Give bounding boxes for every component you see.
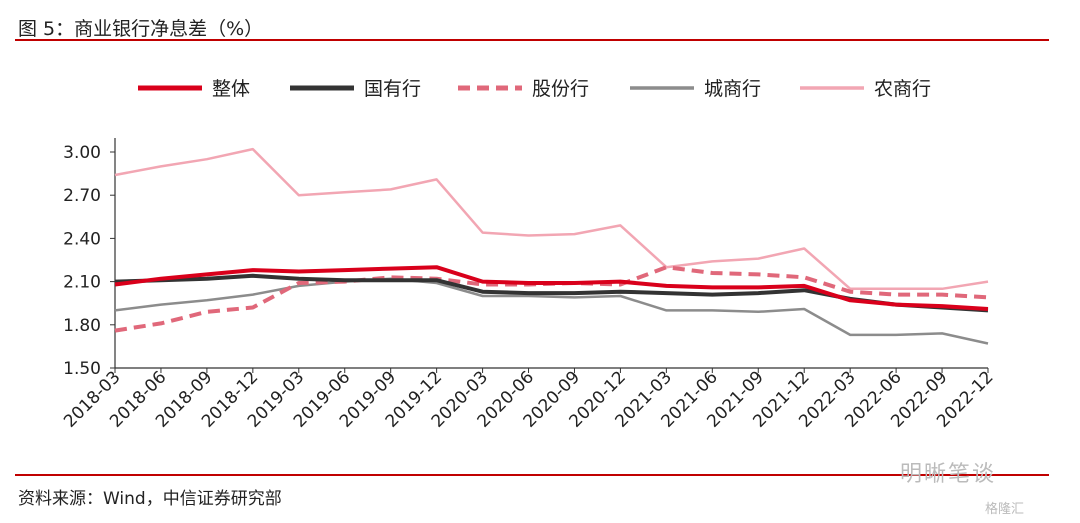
y-tick-label: 1.80: [63, 316, 101, 336]
y-tick-label: 2.10: [63, 273, 101, 293]
legend-label-2: 国有行: [364, 78, 421, 100]
y-tick-label: 2.40: [63, 229, 101, 249]
legend-label-4: 城商行: [704, 78, 761, 100]
source-note: 资料来源：Wind，中信证券研究部: [18, 489, 282, 509]
legend-label-1: 整体: [212, 78, 250, 100]
legend-label-5: 农商行: [874, 78, 931, 100]
chart-title: 图 5：商业银行净息差（%）: [18, 18, 264, 40]
series-line-1: [114, 265, 989, 311]
series-line-5: [114, 147, 989, 291]
series-line-2: [114, 273, 989, 313]
legend-label-3: 股份行: [532, 78, 589, 100]
watermark-logo: 明晰笔谈: [900, 462, 997, 487]
title-divider: [15, 39, 1049, 41]
y-tick-label: 3.00: [63, 143, 101, 163]
series-line-4: [114, 277, 989, 345]
y-tick-label: 1.50: [63, 359, 101, 379]
watermark-sub: 格隆汇: [985, 502, 1025, 517]
legend: 整体 国有行 股份行 城商行 农商行: [138, 78, 931, 100]
chart: 整体 国有行 股份行 城商行 农商行 3.002.702.402.101.801.502…: [60, 78, 997, 432]
y-tick-label: 2.70: [63, 186, 101, 206]
source-divider: [15, 474, 1049, 476]
series-lines: [114, 147, 989, 345]
